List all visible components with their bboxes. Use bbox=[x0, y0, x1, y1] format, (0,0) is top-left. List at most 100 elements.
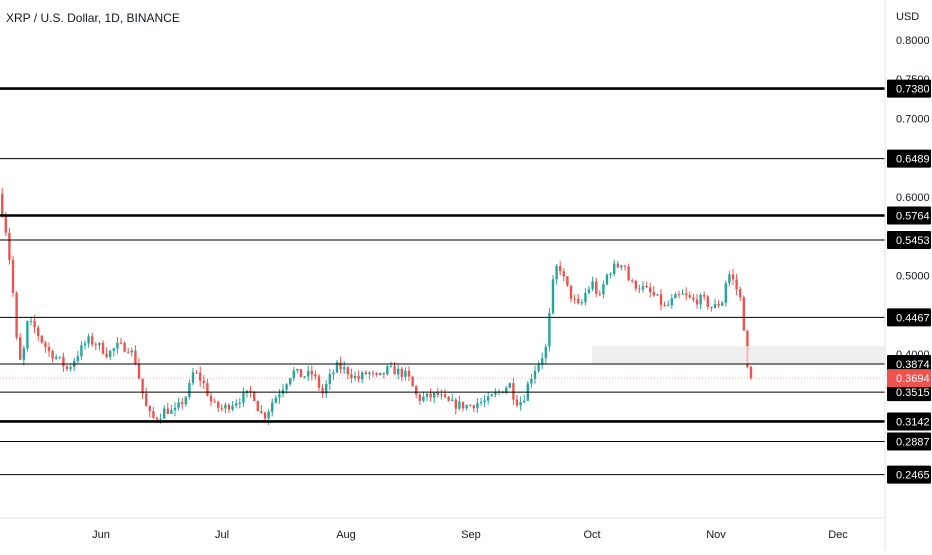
candle-body bbox=[163, 408, 166, 419]
x-tick-label: Aug bbox=[336, 529, 356, 541]
candle-body bbox=[109, 350, 112, 358]
candle-body bbox=[184, 397, 187, 405]
level-price-label: 0.2887 bbox=[896, 437, 930, 449]
level-price-box bbox=[887, 308, 931, 327]
candle-body bbox=[112, 348, 115, 351]
candle-body bbox=[371, 372, 375, 374]
candle-body bbox=[325, 384, 328, 394]
currency-label: USD bbox=[896, 11, 919, 23]
candle-body bbox=[274, 397, 277, 403]
level-price-box bbox=[887, 432, 931, 451]
candle-body bbox=[98, 342, 101, 346]
level-price-box bbox=[887, 206, 931, 225]
candle-body bbox=[569, 285, 573, 299]
candle-body bbox=[638, 288, 641, 290]
candle-body bbox=[433, 392, 436, 398]
candle-body bbox=[645, 285, 648, 288]
candle-body bbox=[364, 372, 367, 375]
candle-body bbox=[379, 372, 382, 375]
level-price-box bbox=[887, 465, 931, 484]
candle-body bbox=[494, 392, 497, 395]
candle-body bbox=[289, 378, 292, 385]
candle-body bbox=[649, 287, 652, 293]
candle-body bbox=[487, 396, 490, 401]
candles bbox=[1, 188, 753, 425]
candle-body bbox=[303, 376, 306, 378]
candle-body bbox=[44, 342, 47, 348]
candle-body bbox=[425, 393, 429, 397]
candle-body bbox=[249, 390, 252, 392]
candle-body bbox=[256, 400, 259, 412]
candle-body bbox=[407, 370, 411, 377]
candle-body bbox=[483, 400, 486, 403]
candle-body bbox=[461, 401, 465, 409]
candle-body bbox=[116, 342, 119, 349]
candle-body bbox=[692, 297, 695, 300]
candle-body bbox=[310, 370, 313, 375]
candle-body bbox=[454, 399, 457, 409]
candle-body bbox=[317, 376, 321, 388]
candle-body bbox=[170, 410, 173, 414]
x-tick-label: Nov bbox=[706, 529, 726, 541]
x-tick-label: Oct bbox=[583, 529, 600, 541]
candle-body bbox=[418, 394, 421, 401]
candle-body bbox=[591, 281, 594, 290]
candle-body bbox=[440, 394, 443, 396]
candle-body bbox=[263, 412, 267, 419]
candle-body bbox=[166, 408, 169, 414]
candle-body bbox=[123, 342, 126, 352]
candle-body bbox=[91, 336, 94, 345]
candle-body bbox=[562, 271, 565, 277]
candle-body bbox=[80, 345, 83, 357]
candle-body bbox=[512, 383, 515, 400]
candle-body bbox=[152, 411, 155, 418]
candle-body bbox=[343, 367, 346, 369]
candle-body bbox=[623, 265, 627, 267]
candle-body bbox=[551, 279, 555, 314]
candle-body bbox=[346, 367, 349, 375]
candle-body bbox=[173, 407, 177, 411]
candle-body bbox=[537, 363, 540, 371]
candle-body bbox=[242, 392, 245, 403]
candle-body bbox=[555, 265, 558, 280]
x-tick-label: Dec bbox=[828, 529, 848, 541]
price-zone bbox=[592, 346, 885, 364]
candle-body bbox=[429, 393, 432, 398]
candle-body bbox=[713, 303, 717, 309]
candle-body bbox=[51, 351, 54, 359]
candle-body bbox=[296, 368, 299, 371]
candle-body bbox=[328, 374, 331, 385]
candle-body bbox=[652, 292, 655, 296]
candle-body bbox=[217, 401, 220, 408]
candle-body bbox=[400, 368, 403, 377]
candle-body bbox=[353, 375, 357, 379]
level-price-label: 0.5764 bbox=[896, 211, 930, 223]
candle-body bbox=[58, 356, 61, 358]
level-price-box bbox=[887, 79, 931, 98]
candle-body bbox=[613, 263, 616, 274]
candle-body bbox=[314, 374, 317, 377]
candle-body bbox=[663, 304, 666, 306]
candle-body bbox=[695, 299, 699, 305]
time-axis[interactable]: Jun Jul Aug Sep Oct Nov Dec bbox=[92, 529, 848, 541]
candle-body bbox=[451, 399, 454, 401]
candle-body bbox=[231, 405, 234, 410]
candle-body bbox=[598, 293, 601, 295]
candle-body bbox=[94, 344, 97, 346]
candle-body bbox=[404, 370, 407, 377]
y-tick-label: 0.6000 bbox=[896, 192, 930, 204]
candle-body bbox=[739, 289, 742, 298]
candle-body bbox=[479, 402, 483, 404]
candle-body bbox=[548, 313, 551, 347]
candle-body bbox=[40, 335, 43, 343]
candle-body bbox=[195, 372, 198, 374]
candle-body bbox=[375, 372, 378, 375]
candle-body bbox=[443, 394, 447, 397]
candle-body bbox=[605, 274, 609, 285]
candle-body bbox=[656, 294, 659, 296]
candle-body bbox=[559, 265, 562, 272]
candle-body bbox=[397, 368, 400, 375]
candle-body bbox=[721, 302, 724, 306]
